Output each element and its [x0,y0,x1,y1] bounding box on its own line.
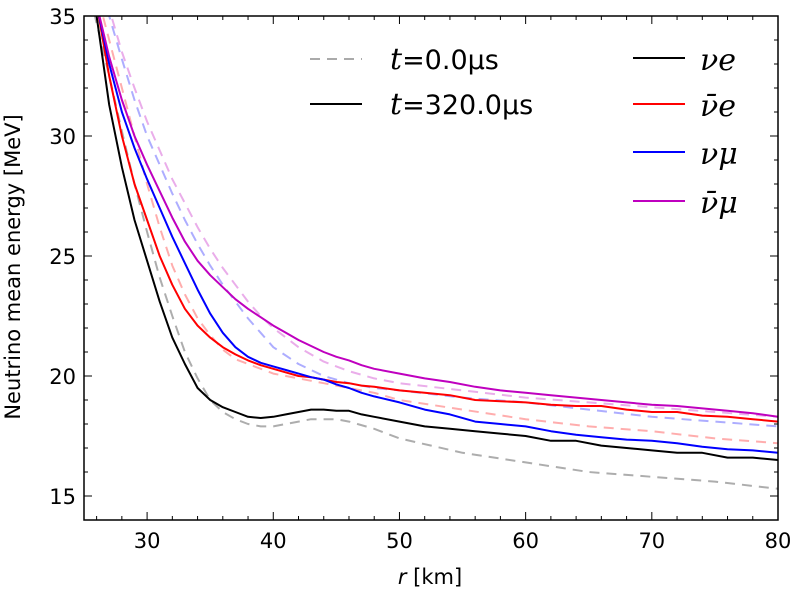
x-tick-label-3: 60 [512,529,539,553]
y-tick-label-0: 15 [49,485,76,509]
legend-time-text-0: =0.0μs [402,45,499,76]
legend-label-nubar-e: ν̄e [700,89,736,124]
legend-time-text-1: =320.0μs [402,90,533,121]
y-axis-title: Neutrino mean energy [MeV] [1,114,25,419]
series-line-3 [110,16,778,418]
time-legend: t=0.0μs t=320.0μs [310,42,533,122]
y-tick-label-2: 25 [49,245,76,269]
legend-label-nubar-mu: ν̄μ [700,186,738,221]
legend-label-nu-e: νe [700,43,736,78]
x-tick-label-4: 70 [638,529,665,553]
series-layer [93,16,778,490]
legend-label-nu-mu: νμ [700,137,738,172]
series-line-1 [101,16,778,445]
y-tick-label-4: 35 [49,5,76,29]
plot-frame [83,15,779,521]
legend-time-label-0: t=0.0μs [390,42,499,77]
legend-time-label-1: t=320.0μs [390,87,533,122]
series-line-0 [93,16,778,490]
legend-time-var-1: t [390,87,403,122]
y-tick-label-3: 30 [49,125,76,149]
series-line-5 [97,16,778,423]
x-tick-label-2: 50 [386,529,413,553]
y-tick-label-1: 20 [49,365,76,389]
species-legend: νe ν̄e νμ ν̄μ [633,43,738,221]
x-axis-unit: [km] [406,565,462,589]
series-line-6 [98,16,778,454]
tick-layer: 30 40 50 60 70 80 15 20 25 30 35 [49,5,791,553]
plot-background [84,16,778,520]
x-tick-label-0: 30 [134,529,161,553]
legend-time-var-0: t [390,42,403,77]
series-line-4 [95,16,778,461]
x-axis-title: r [km] [398,565,462,589]
x-tick-label-5: 80 [765,529,792,553]
x-axis-var: r [398,565,408,589]
x-tick-label-1: 40 [260,529,287,553]
series-line-7 [98,16,778,418]
